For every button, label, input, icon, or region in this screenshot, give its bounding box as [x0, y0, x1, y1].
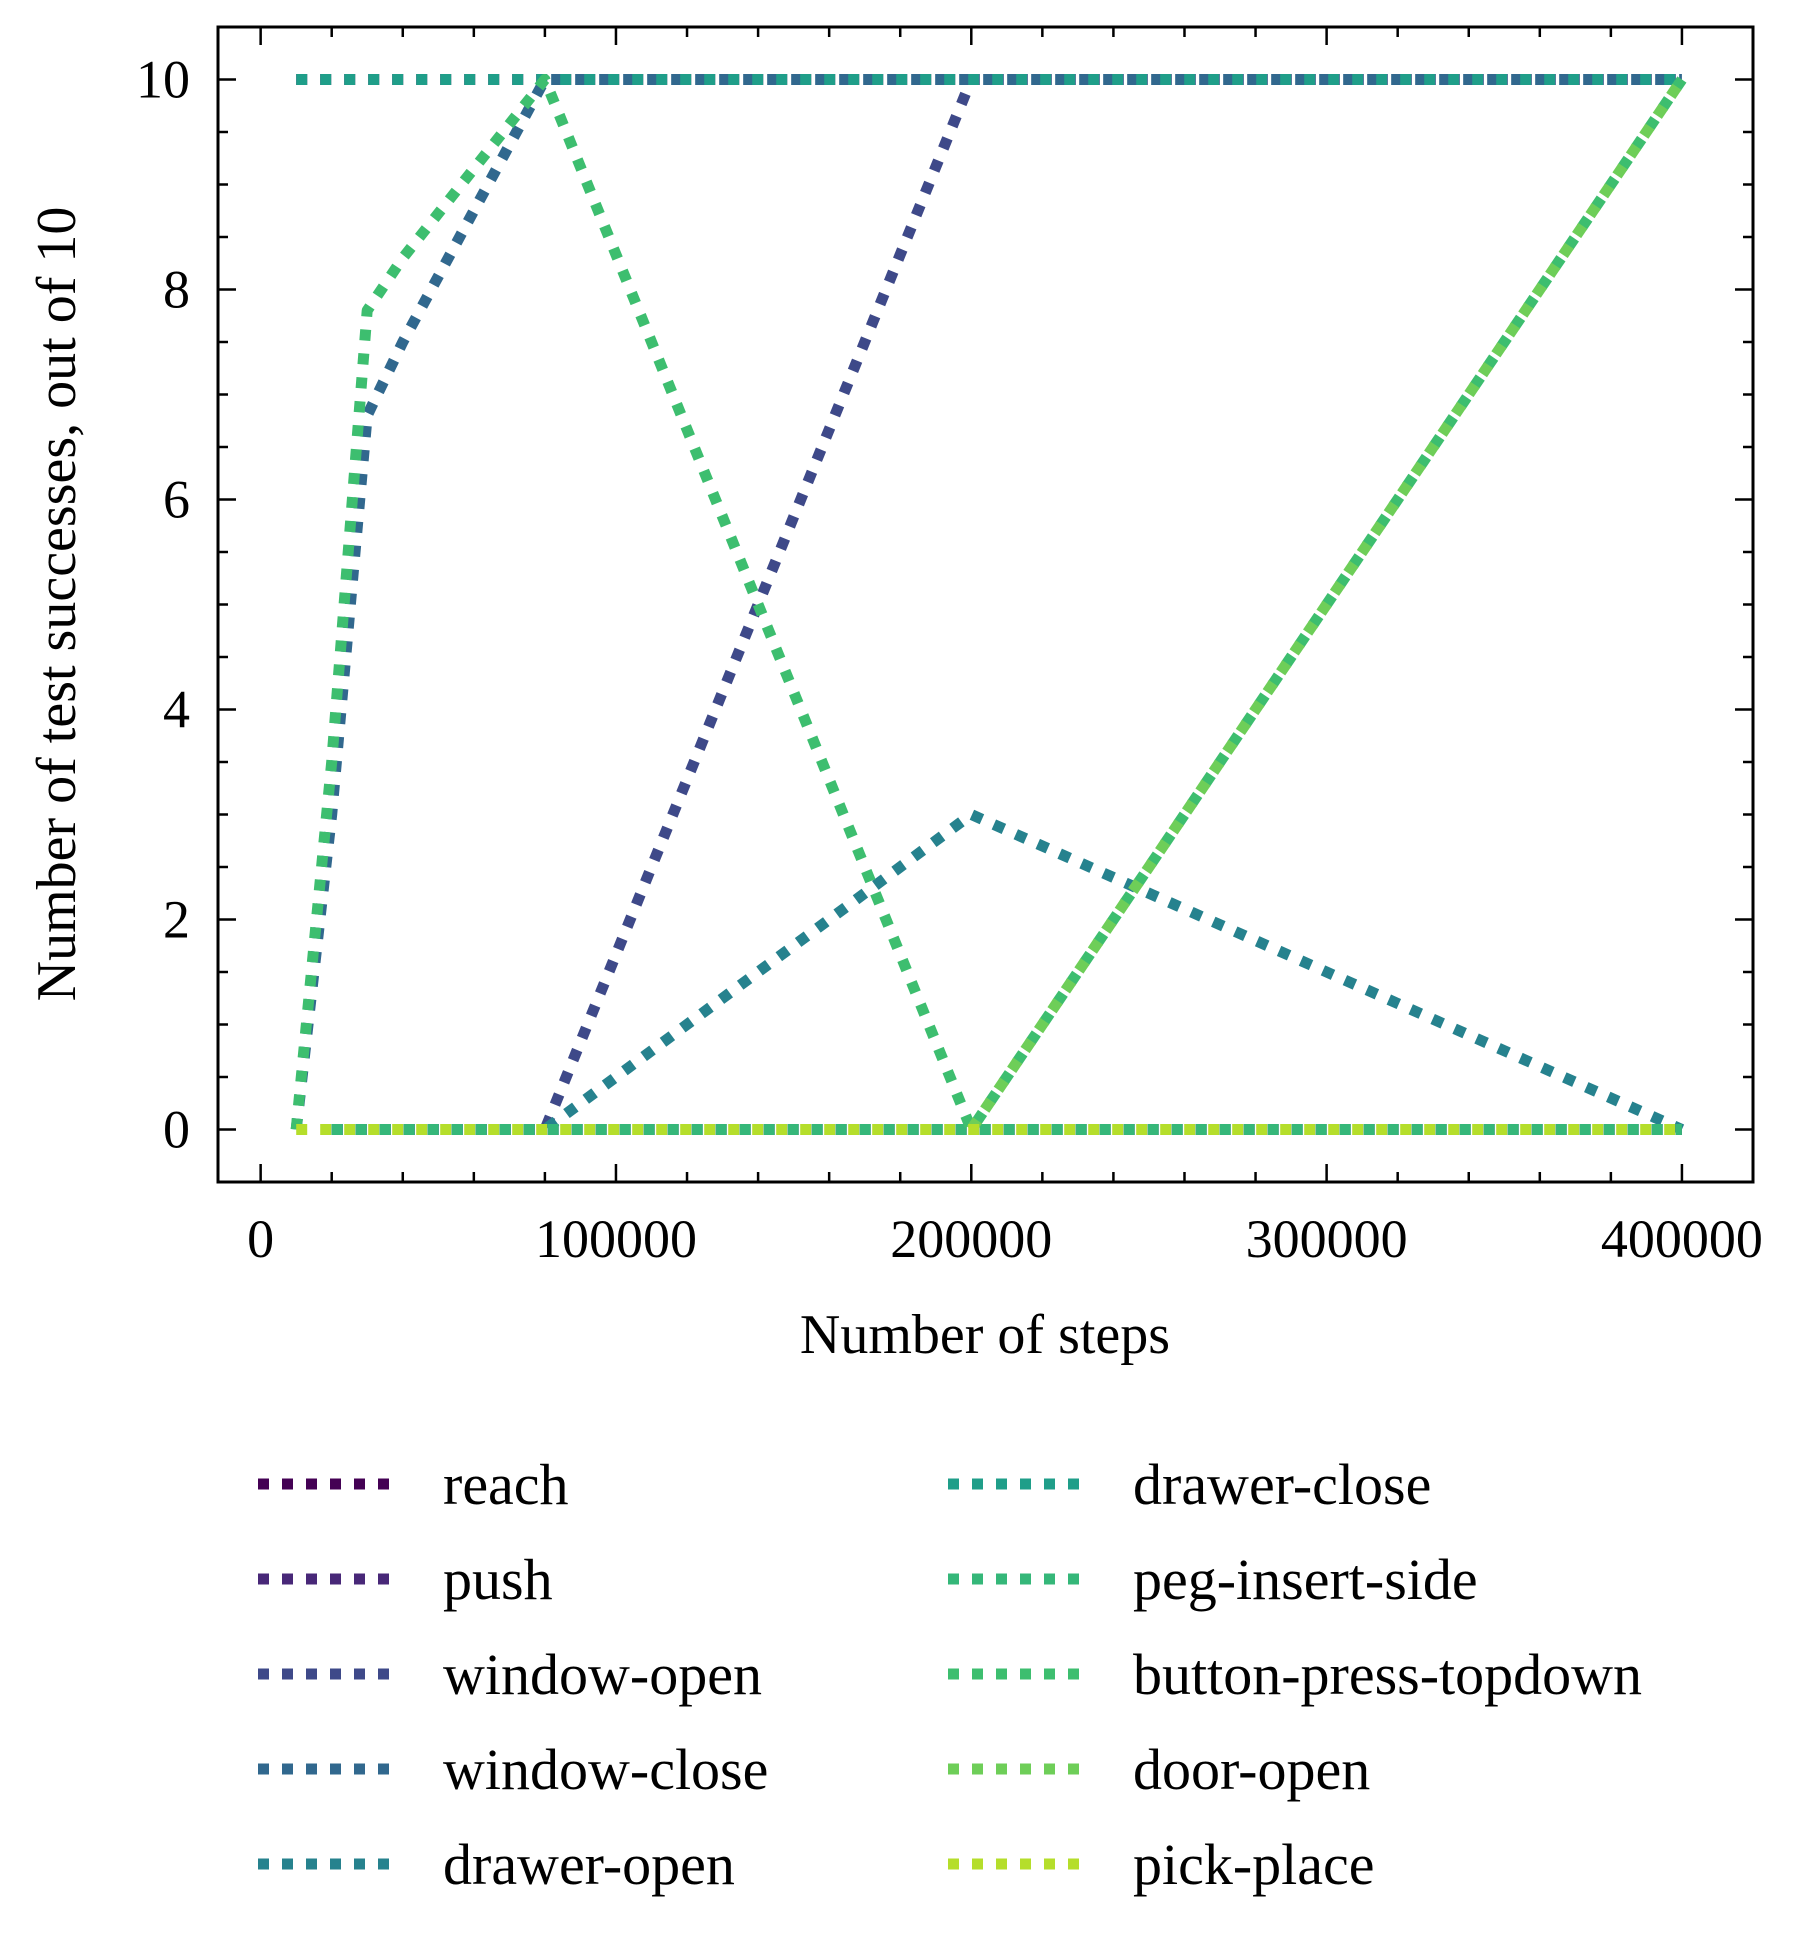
series-line-window-close — [290, 74, 1682, 1131]
x-axis-label: Number of steps — [800, 1304, 1170, 1366]
x-tick-label: 300000 — [1246, 1209, 1408, 1269]
y-tick-label: 4 — [163, 680, 190, 740]
y-tick-label: 10 — [136, 50, 190, 110]
y-axis-ticks: 0 2 4 6 8 10 — [136, 50, 1753, 1160]
series-line-button-press-topdown — [290, 74, 1687, 1135]
legend-label-drawer-open: drawer-open — [443, 1832, 735, 1897]
legend-label-button-press-topdown: button-press-topdown — [1133, 1642, 1642, 1707]
legend-label-drawer-close: drawer-close — [1133, 1452, 1431, 1517]
legend-label-push: push — [443, 1547, 553, 1612]
y-tick-label: 6 — [163, 470, 190, 530]
legend-label-door-open: door-open — [1133, 1737, 1370, 1802]
series-line-window-open — [331, 74, 1682, 1135]
x-tick-label: 400000 — [1601, 1209, 1763, 1269]
legend: reach push window-open window-close drawer-o… — [258, 1452, 1642, 1897]
legend-label-window-close: window-close — [443, 1737, 768, 1802]
y-tick-label: 2 — [163, 890, 190, 950]
x-tick-label: 200000 — [890, 1209, 1052, 1269]
y-tick-label: 0 — [163, 1100, 190, 1160]
y-axis-label: Number of test successes, out of 10 — [26, 207, 88, 1002]
series-line-door-open — [966, 76, 1687, 1133]
legend-label-window-open: window-open — [443, 1642, 762, 1707]
plot-lines — [290, 74, 1687, 1135]
legend-label-pick-place: pick-place — [1133, 1832, 1375, 1897]
x-tick-label: 0 — [247, 1209, 274, 1269]
legend-label-peg-insert-side: peg-insert-side — [1133, 1547, 1478, 1612]
y-tick-label: 8 — [163, 260, 190, 320]
x-axis-ticks: 0 100000 200000 300000 400000 — [247, 27, 1763, 1269]
plot-frame — [216, 25, 1755, 1184]
legend-label-reach: reach — [443, 1452, 569, 1517]
x-tick-label: 100000 — [535, 1209, 697, 1269]
